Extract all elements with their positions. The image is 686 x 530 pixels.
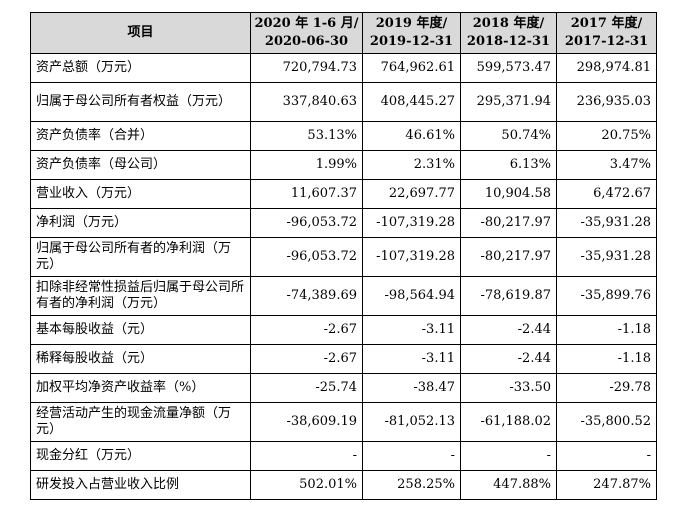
cell-value: 258.25% [362,470,461,500]
cell-value: -98,564.94 [362,276,461,316]
cell-value: 3.47% [556,150,657,180]
cell-value: -3.11 [362,315,461,345]
cell-value: -78,619.87 [460,276,557,316]
cell-value: -29.78 [556,373,657,403]
cell-value: -61,188.02 [460,402,557,442]
cell-value: -107,319.28 [362,208,461,238]
row-label: 稀释每股收益（元） [30,344,251,374]
table-row: 归属于母公司所有者的净利润（万元） -96,053.72 -107,319.28… [30,237,657,277]
row-label: 资产负债率（母公司） [30,150,251,180]
cell-value: -35,931.28 [556,237,657,277]
cell-value: 6,472.67 [556,179,657,209]
cell-value: -33.50 [460,373,557,403]
row-label: 现金分红（万元） [30,441,251,471]
cell-value: -81,052.13 [362,402,461,442]
row-label: 归属于母公司所有者的净利润（万元） [30,237,251,277]
table-row: 资产负债率（合并） 53.13% 46.61% 50.74% 20.75% [30,121,657,151]
row-label: 经营活动产生的现金流量净额（万元） [30,402,251,442]
row-label: 营业收入（万元） [30,179,251,209]
row-label: 扣除非经常性损益后归属于母公司所有者的净利润（万元） [30,276,251,316]
table-row: 归属于母公司所有者权益（万元） 337,840.63 408,445.27 29… [30,82,657,122]
cell-value: -1.18 [556,315,657,345]
row-label: 资产总额（万元） [30,53,251,83]
table-row: 现金分红（万元） - - - - [30,441,657,471]
table-row: 净利润（万元） -96,053.72 -107,319.28 -80,217.9… [30,208,657,238]
cell-value: 295,371.94 [460,82,557,122]
cell-value: 502.01% [250,470,363,500]
cell-value: -38.47 [362,373,461,403]
cell-value: 50.74% [460,121,557,151]
cell-value: 298,974.81 [556,53,657,83]
cell-value: -96,053.72 [250,237,363,277]
row-label: 净利润（万元） [30,208,251,238]
cell-value: 236,935.03 [556,82,657,122]
table-row: 扣除非经常性损益后归属于母公司所有者的净利润（万元） -74,389.69 -9… [30,276,657,316]
cell-value: -96,053.72 [250,208,363,238]
cell-value: 764,962.61 [362,53,461,83]
cell-value: -35,800.52 [556,402,657,442]
row-label: 基本每股收益（元） [30,315,251,345]
cell-value: 337,840.63 [250,82,363,122]
cell-value: -2.67 [250,344,363,374]
cell-value: 247.87% [556,470,657,500]
cell-value: 599,573.47 [460,53,557,83]
cell-value: - [556,441,657,471]
header-2020h1: 2020 年 1-6 月/ 2020-06-30 [250,12,363,54]
header-2018: 2018 年度/ 2018-12-31 [460,12,557,54]
cell-value: -74,389.69 [250,276,363,316]
table-row: 基本每股收益（元） -2.67 -3.11 -2.44 -1.18 [30,315,657,345]
cell-value: -35,899.76 [556,276,657,316]
row-label: 归属于母公司所有者权益（万元） [30,82,251,122]
cell-value: -2.67 [250,315,363,345]
cell-value: -38,609.19 [250,402,363,442]
cell-value: - [362,441,461,471]
cell-value: 408,445.27 [362,82,461,122]
cell-value: -3.11 [362,344,461,374]
cell-value: 20.75% [556,121,657,151]
header-row: 项目 2020 年 1-6 月/ 2020-06-30 2019 年度/ 201… [30,12,657,54]
table-body: 资产总额（万元） 720,794.73 764,962.61 599,573.4… [30,53,657,500]
cell-value: -1.18 [556,344,657,374]
header-item: 项目 [30,12,251,54]
cell-value: -25.74 [250,373,363,403]
cell-value: -35,931.28 [556,208,657,238]
cell-value: -80,217.97 [460,208,557,238]
financial-summary-table: 项目 2020 年 1-6 月/ 2020-06-30 2019 年度/ 201… [30,12,657,500]
cell-value: 11,607.37 [250,179,363,209]
table-row: 资产总额（万元） 720,794.73 764,962.61 599,573.4… [30,53,657,83]
row-label: 加权平均净资产收益率（%） [30,373,251,403]
cell-value: -2.44 [460,344,557,374]
table-row: 稀释每股收益（元） -2.67 -3.11 -2.44 -1.18 [30,344,657,374]
cell-value: 2.31% [362,150,461,180]
cell-value: -2.44 [460,315,557,345]
table-row: 加权平均净资产收益率（%） -25.74 -38.47 -33.50 -29.7… [30,373,657,403]
cell-value: 720,794.73 [250,53,363,83]
table-row: 营业收入（万元） 11,607.37 22,697.77 10,904.58 6… [30,179,657,209]
cell-value: 1.99% [250,150,363,180]
cell-value: 10,904.58 [460,179,557,209]
cell-value: 22,697.77 [362,179,461,209]
table-row: 研发投入占营业收入比例 502.01% 258.25% 447.88% 247.… [30,470,657,500]
cell-value: 53.13% [250,121,363,151]
cell-value: -107,319.28 [362,237,461,277]
header-2019: 2019 年度/ 2019-12-31 [362,12,461,54]
cell-value: - [460,441,557,471]
cell-value: 46.61% [362,121,461,151]
cell-value: 447.88% [460,470,557,500]
table-row: 资产负债率（母公司） 1.99% 2.31% 6.13% 3.47% [30,150,657,180]
header-2017: 2017 年度/ 2017-12-31 [556,12,657,54]
table-header: 项目 2020 年 1-6 月/ 2020-06-30 2019 年度/ 201… [30,12,657,54]
cell-value: -80,217.97 [460,237,557,277]
row-label: 资产负债率（合并） [30,121,251,151]
cell-value: 6.13% [460,150,557,180]
row-label: 研发投入占营业收入比例 [30,470,251,500]
cell-value: - [250,441,363,471]
table-row: 经营活动产生的现金流量净额（万元） -38,609.19 -81,052.13 … [30,402,657,442]
